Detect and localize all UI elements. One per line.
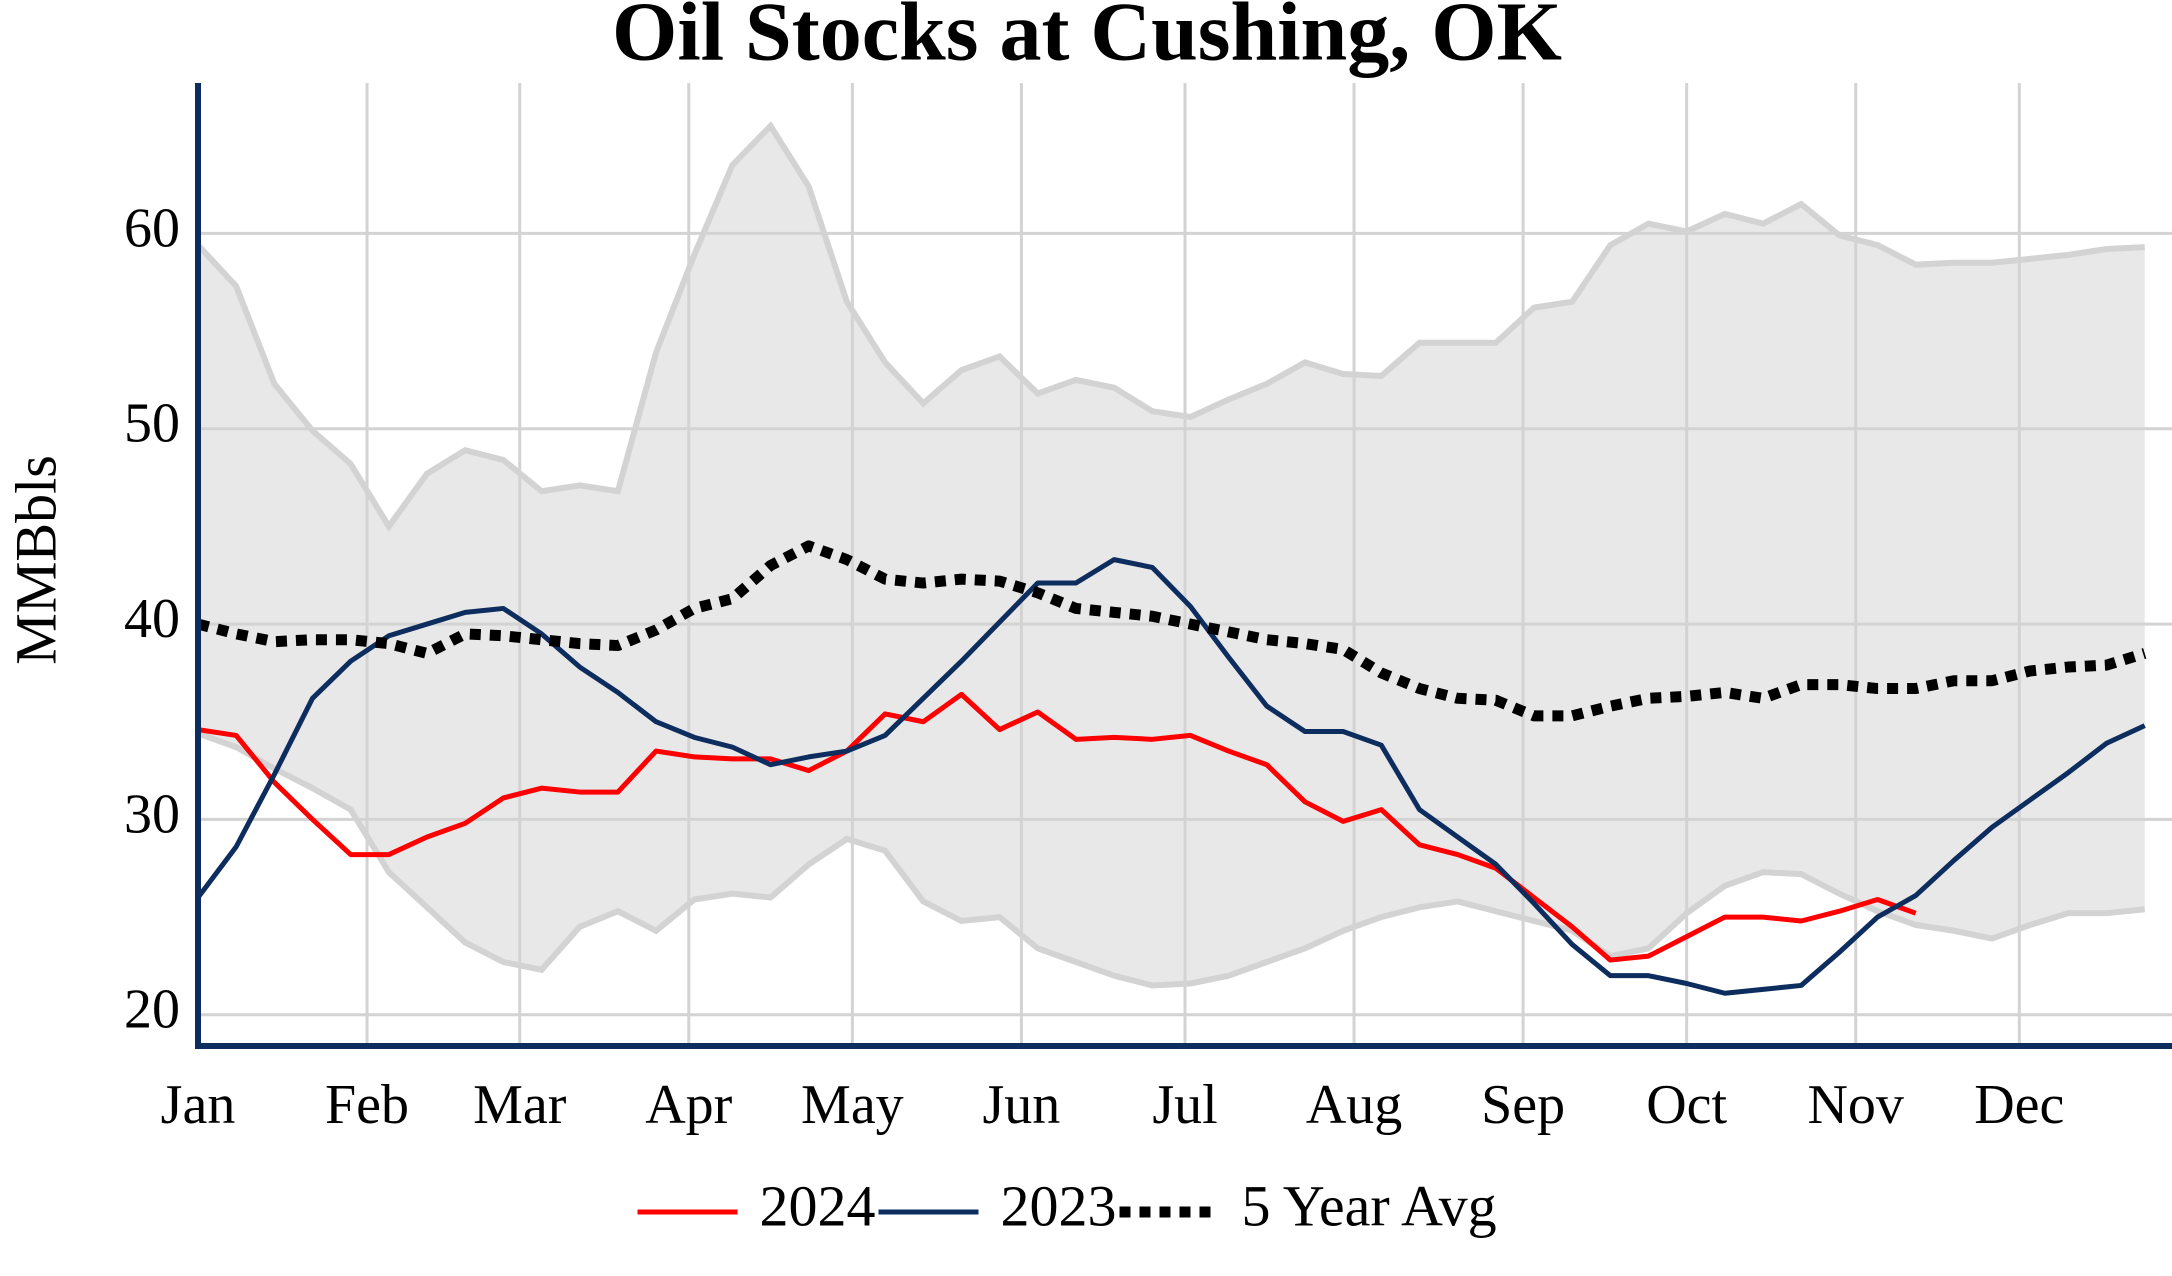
x-tick-label: Jul <box>1152 1074 1217 1136</box>
x-tick-label: Apr <box>645 1074 732 1136</box>
y-tick-label: 50 <box>124 393 180 455</box>
x-tick-label: Oct <box>1646 1074 1727 1136</box>
plot-area <box>198 83 2172 1046</box>
series-line <box>198 691 1917 963</box>
y-tick-label: 30 <box>124 783 180 845</box>
x-tick-label: Jun <box>983 1074 1061 1136</box>
y-tick-label: 40 <box>124 588 180 650</box>
series-line <box>198 557 2146 996</box>
x-tick-label: May <box>801 1074 904 1136</box>
x-tick-label: Jan <box>161 1074 236 1136</box>
series-line <box>198 540 2147 722</box>
legend-label: 2024 <box>760 1173 876 1238</box>
y-tick-label: 20 <box>124 979 180 1041</box>
x-tick-label: Dec <box>1974 1074 2064 1136</box>
x-tick-label: Aug <box>1306 1074 1402 1136</box>
x-tick-label: Nov <box>1807 1074 1903 1136</box>
y-tick-label: 60 <box>124 197 180 259</box>
range-band <box>198 125 2145 986</box>
legend-label: 5 Year Avg <box>1242 1173 1497 1238</box>
legend-label: 2023 <box>1001 1173 1117 1238</box>
x-tick-label: Sep <box>1481 1074 1565 1136</box>
y-axis-label: MMBbls <box>3 455 68 665</box>
chart-title: Oil Stocks at Cushing, OK <box>612 0 1562 78</box>
range-upper <box>198 121 2145 532</box>
range-lower <box>198 730 2146 989</box>
x-tick-label: Mar <box>473 1074 567 1136</box>
x-tick-label: Feb <box>325 1074 409 1136</box>
